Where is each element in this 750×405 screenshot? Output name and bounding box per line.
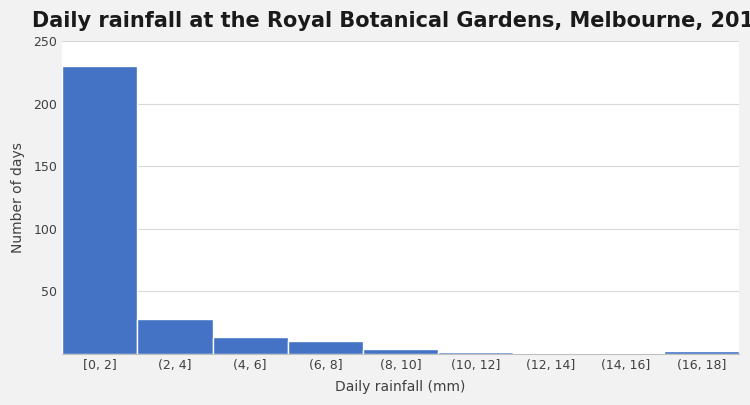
Bar — [363, 349, 438, 354]
Bar — [438, 352, 513, 354]
Y-axis label: Number of days: Number of days — [11, 142, 25, 253]
Bar — [288, 341, 363, 354]
Bar — [212, 337, 288, 354]
Bar — [664, 351, 739, 354]
X-axis label: Daily rainfall (mm): Daily rainfall (mm) — [335, 380, 466, 394]
Bar — [62, 66, 137, 354]
Title: Daily rainfall at the Royal Botanical Gardens, Melbourne, 2019: Daily rainfall at the Royal Botanical Ga… — [32, 11, 750, 31]
Bar — [137, 319, 212, 354]
